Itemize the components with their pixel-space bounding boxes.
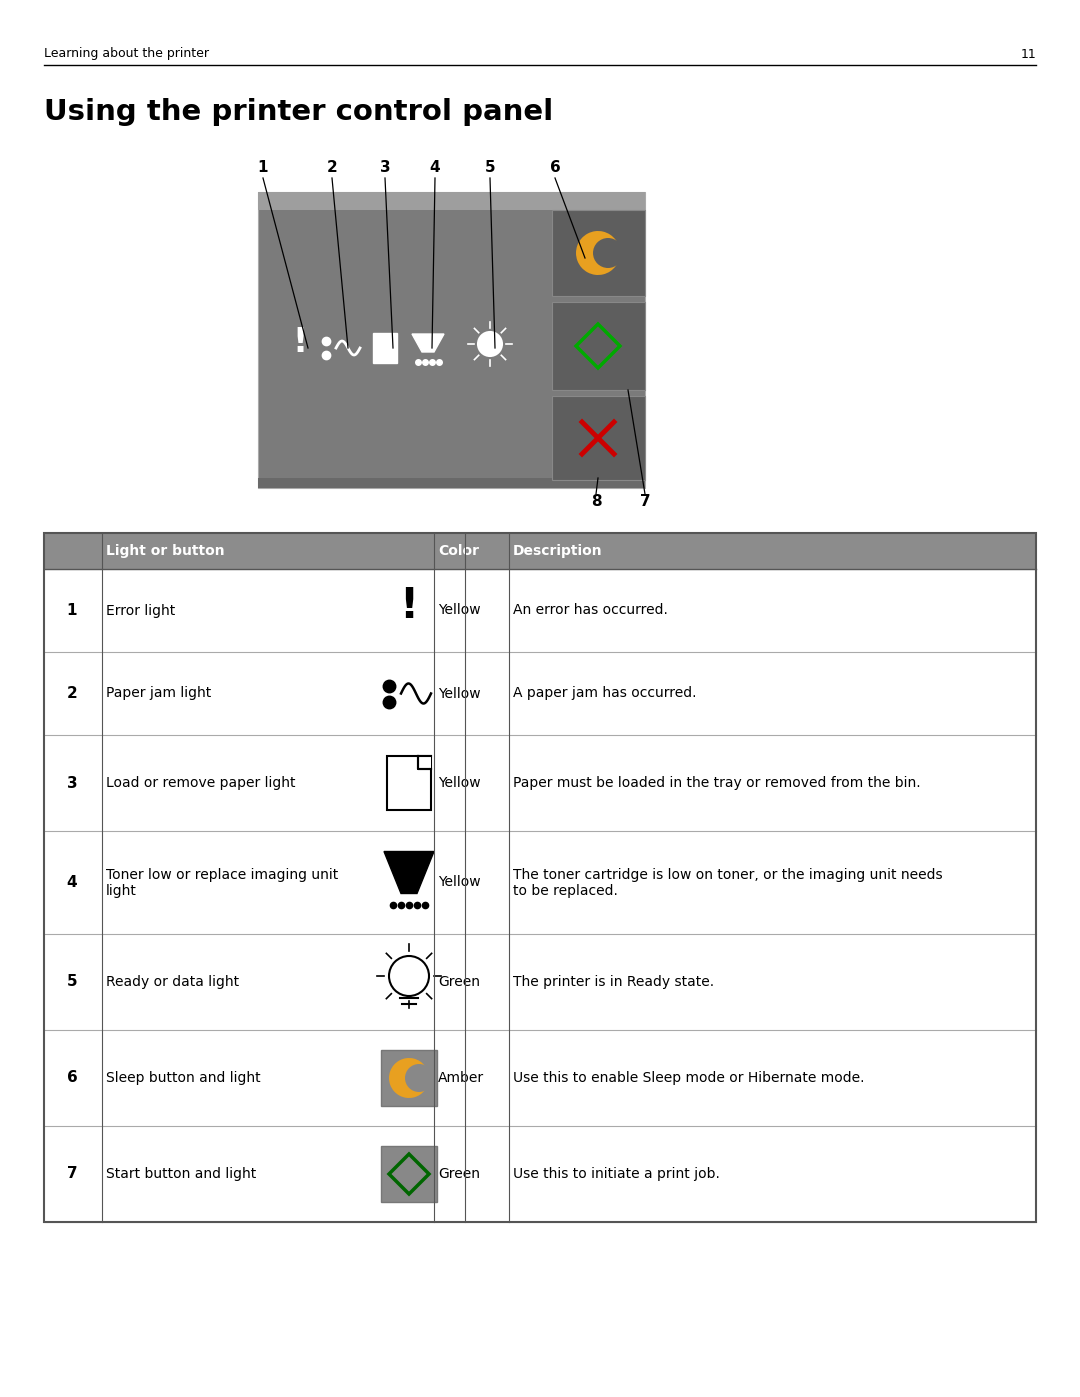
Polygon shape [258,478,645,488]
Text: 11: 11 [1021,47,1036,60]
Text: 7: 7 [67,1166,78,1182]
Text: Paper jam light: Paper jam light [106,686,212,700]
Text: Green: Green [438,1166,480,1180]
Text: 8: 8 [591,495,602,510]
Polygon shape [411,334,444,352]
Circle shape [593,237,623,268]
Polygon shape [258,191,645,210]
Text: Green: Green [438,975,480,989]
Bar [44,652,1036,735]
Text: 6: 6 [550,161,561,176]
Text: 2: 2 [326,161,337,176]
Text: 1: 1 [67,604,78,617]
Bar [387,756,431,810]
Bar [44,735,1036,831]
Bar [381,1146,437,1201]
Polygon shape [552,395,645,481]
Text: Yellow: Yellow [438,876,481,890]
Text: The printer is in Ready state.: The printer is in Ready state. [513,975,714,989]
Bar [373,332,397,363]
Bar [381,1051,437,1106]
Polygon shape [384,852,434,894]
Text: A paper jam has occurred.: A paper jam has occurred. [513,686,697,700]
Text: 1: 1 [258,161,268,176]
Text: 5: 5 [67,975,78,989]
Text: Use this to enable Sleep mode or Hibernate mode.: Use this to enable Sleep mode or Hiberna… [513,1071,864,1085]
Bar [44,534,1036,1222]
Bar [44,569,1036,652]
Text: Yellow: Yellow [438,686,481,700]
Text: An error has occurred.: An error has occurred. [513,604,667,617]
Text: 4: 4 [430,161,441,176]
Wedge shape [389,1058,429,1098]
Polygon shape [258,191,645,488]
Polygon shape [552,210,645,296]
Bar [44,1126,1036,1222]
Text: 3: 3 [380,161,390,176]
Text: !: ! [400,584,419,626]
Text: to be replaced.: to be replaced. [513,883,618,897]
Bar [44,534,1036,569]
Bar [44,1030,1036,1126]
Wedge shape [576,231,619,275]
Bar [44,831,1036,935]
Text: Description: Description [513,543,603,557]
Text: Yellow: Yellow [438,604,481,617]
Text: Amber: Amber [438,1071,484,1085]
Bar [44,935,1036,1030]
Text: 2: 2 [67,686,78,701]
Text: Error light: Error light [106,604,175,617]
Text: The toner cartridge is low on toner, or the imaging unit needs: The toner cartridge is low on toner, or … [513,868,943,882]
Text: Using the printer control panel: Using the printer control panel [44,98,553,126]
Text: 5: 5 [485,161,496,176]
Text: Color: Color [438,543,480,557]
Text: 7: 7 [639,495,650,510]
Circle shape [405,1065,433,1092]
Text: 6: 6 [67,1070,78,1085]
Circle shape [478,332,502,356]
Text: Toner low or replace imaging unit: Toner low or replace imaging unit [106,868,338,882]
Text: Load or remove paper light: Load or remove paper light [106,775,296,789]
Text: Use this to initiate a print job.: Use this to initiate a print job. [513,1166,720,1180]
Text: Paper must be loaded in the tray or removed from the bin.: Paper must be loaded in the tray or remo… [513,775,920,789]
Text: !: ! [293,326,308,359]
Text: Learning about the printer: Learning about the printer [44,47,210,60]
Text: light: light [106,883,137,897]
Polygon shape [552,302,645,390]
Polygon shape [418,756,431,768]
Text: 3: 3 [67,775,78,791]
Text: 4: 4 [67,875,78,890]
Text: Sleep button and light: Sleep button and light [106,1071,260,1085]
Text: Light or button: Light or button [106,543,225,557]
Text: Start button and light: Start button and light [106,1166,256,1180]
Text: Ready or data light: Ready or data light [106,975,239,989]
Text: Yellow: Yellow [438,775,481,789]
